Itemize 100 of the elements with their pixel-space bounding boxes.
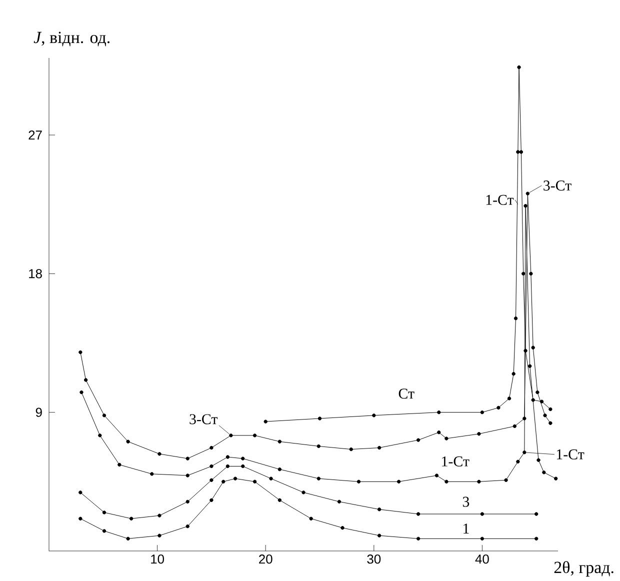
point [226, 464, 230, 468]
point [480, 512, 484, 516]
point [536, 390, 540, 394]
point [98, 434, 102, 438]
point [434, 474, 439, 478]
y-axis-title: J, відн. од. [34, 32, 110, 46]
point [229, 434, 233, 438]
point [318, 416, 322, 420]
point [316, 444, 321, 448]
point [526, 192, 530, 196]
point [241, 456, 245, 460]
point [516, 460, 520, 464]
point [252, 480, 257, 484]
point [186, 474, 190, 478]
y-tick-label: 18 [29, 269, 42, 278]
x-tick-label: 20 [259, 554, 272, 564]
point [186, 500, 190, 504]
point [416, 438, 420, 442]
point [340, 526, 344, 530]
point [278, 498, 282, 502]
point [512, 424, 517, 428]
point [102, 529, 106, 533]
x-tick-label: 10 [151, 554, 164, 564]
point [554, 476, 558, 480]
point [158, 452, 162, 456]
annotation: 3-Ст [544, 180, 572, 191]
point [531, 346, 535, 350]
point [210, 464, 214, 468]
point [416, 512, 420, 516]
point [504, 478, 508, 482]
annotation: 1 [464, 524, 469, 534]
point [377, 534, 382, 538]
point [377, 446, 382, 450]
annotation: 1-Ст [486, 194, 514, 205]
point [186, 456, 190, 460]
point [536, 458, 540, 462]
point [78, 516, 82, 520]
point [437, 430, 441, 434]
point [519, 150, 524, 154]
annotation: 1-Ст [442, 456, 470, 466]
x-axis-title: 2θ, град. [554, 561, 614, 577]
point [158, 514, 162, 518]
point [278, 440, 282, 444]
point [264, 420, 268, 424]
point [524, 348, 528, 353]
point [437, 410, 441, 414]
point [210, 446, 214, 450]
point [150, 472, 154, 476]
point [543, 414, 547, 418]
point [102, 414, 106, 418]
point [126, 536, 130, 541]
point [372, 414, 376, 418]
point [80, 390, 84, 394]
point [444, 436, 448, 440]
point [356, 480, 361, 484]
point [84, 378, 88, 382]
point [540, 400, 544, 404]
point [517, 65, 521, 70]
point [278, 467, 282, 472]
point [78, 350, 82, 354]
annotation: 3 [462, 496, 470, 507]
point [129, 516, 134, 520]
point [477, 480, 481, 484]
point [524, 204, 528, 208]
point [309, 516, 313, 520]
point [102, 510, 106, 514]
point [396, 480, 401, 484]
point [233, 476, 238, 480]
point [522, 272, 526, 276]
point [480, 536, 484, 541]
point [548, 421, 552, 425]
point [252, 434, 257, 438]
point [531, 398, 535, 402]
point [542, 470, 546, 474]
point [534, 512, 538, 516]
point [118, 462, 122, 467]
point [349, 447, 353, 452]
y-tick-label: 9 [36, 408, 42, 417]
annotation: 3-Ст [190, 414, 218, 424]
point [302, 490, 306, 494]
point [444, 480, 448, 484]
point [507, 396, 512, 400]
point [337, 500, 342, 504]
point [514, 316, 518, 320]
point [241, 464, 245, 468]
point [158, 534, 162, 538]
point [222, 480, 226, 484]
point [126, 440, 130, 444]
x-tick-label: 40 [475, 554, 489, 564]
point [210, 478, 214, 482]
point [226, 455, 230, 459]
point [416, 536, 420, 541]
point [512, 372, 516, 376]
point [269, 476, 273, 480]
point [496, 406, 500, 410]
point [480, 410, 484, 414]
x-tick-label: 30 [367, 554, 381, 564]
point [534, 536, 538, 541]
y-tick-label: 27 [28, 130, 42, 140]
point [78, 490, 82, 494]
